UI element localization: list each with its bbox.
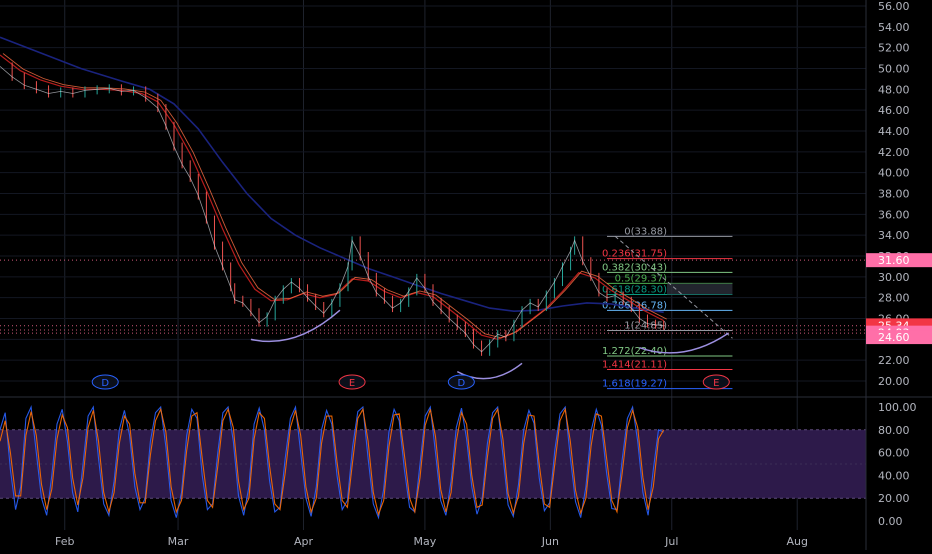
fib-level-label: 1(24.85) bbox=[624, 320, 667, 331]
wave-marker-label: E bbox=[713, 378, 719, 389]
stoch-d-line bbox=[0, 407, 665, 517]
oscillator-axis[interactable]: 100.00 80.00 60.00 40.00 20.00 0.00 bbox=[878, 401, 917, 528]
oscillator-tick-label: 80.00 bbox=[878, 424, 910, 437]
wave-marker-label: D bbox=[457, 378, 465, 389]
price-tick-label: 42.00 bbox=[878, 146, 910, 159]
fast-moving-average bbox=[2, 53, 667, 339]
fib-level-label: 0(33.88) bbox=[624, 226, 667, 237]
oscillator-panel bbox=[0, 404, 866, 520]
price-tick-label: 22.00 bbox=[878, 354, 910, 367]
x-tick-label: Jun bbox=[541, 535, 559, 548]
fib-level-label: 0.5(29.37) bbox=[615, 273, 667, 284]
pattern-arc bbox=[456, 362, 523, 380]
price-tick-label: 30.00 bbox=[878, 271, 910, 284]
wave-marker-label: E bbox=[349, 378, 355, 389]
fib-level-label: 0.618(28.30) bbox=[602, 285, 667, 296]
price-tick-label: 38.00 bbox=[878, 188, 910, 201]
price-tick-label: 50.00 bbox=[878, 63, 910, 76]
price-tick-label: 48.00 bbox=[878, 83, 910, 96]
short-moving-average bbox=[0, 54, 664, 340]
oscillator-tick-label: 40.00 bbox=[878, 469, 910, 482]
x-tick-label: Aug bbox=[786, 535, 807, 548]
x-tick-label: Jul bbox=[664, 535, 678, 548]
price-axis[interactable]: 56.00 54.00 52.00 50.00 48.00 46.00 44.00 42.00… bbox=[865, 0, 932, 550]
pattern-arc bbox=[250, 309, 341, 343]
long-moving-average bbox=[0, 36, 664, 314]
x-axis: Feb Mar Apr May Jun Jul Aug bbox=[55, 535, 808, 548]
price-tag bbox=[866, 253, 932, 268]
fib-zone bbox=[667, 283, 733, 295]
x-tick-label: Feb bbox=[55, 535, 74, 548]
oscillator-tick-label: 20.00 bbox=[878, 492, 910, 505]
wave-marker bbox=[91, 374, 119, 390]
price-tick-label: 46.00 bbox=[878, 104, 910, 117]
price-tag bbox=[866, 330, 932, 345]
wave-marker bbox=[702, 374, 730, 390]
oscillator-tick-label: 60.00 bbox=[878, 447, 910, 460]
price-line bbox=[0, 66, 664, 353]
price-tag-label: 31.60 bbox=[878, 254, 910, 267]
fib-level-label: 0.382(30.43) bbox=[602, 262, 667, 273]
price-panel: 0(33.88) 0.236(31.75) 0.382(30.43)0.5(29.3… bbox=[0, 0, 866, 530]
trend-line bbox=[614, 235, 733, 339]
price-tick-label: 34.00 bbox=[878, 229, 910, 242]
x-tick-label: Apr bbox=[294, 535, 314, 548]
fib-level-label: 1.618(19.27) bbox=[602, 379, 667, 390]
fib-level-label: 0.786(26.78) bbox=[602, 300, 667, 311]
price-tick-label: 52.00 bbox=[878, 42, 910, 55]
price-tick-label: 20.00 bbox=[878, 375, 910, 388]
price-tag-label: 24.60 bbox=[878, 331, 910, 344]
price-tick-label: 54.00 bbox=[878, 21, 910, 34]
wave-marker bbox=[338, 374, 366, 390]
price-tick-label: 44.00 bbox=[878, 125, 910, 138]
fib-level-label: 0.236(31.75) bbox=[602, 249, 667, 260]
x-tick-label: May bbox=[414, 535, 437, 548]
wave-marker-label: D bbox=[101, 378, 109, 389]
x-tick-label: Mar bbox=[168, 535, 189, 548]
fib-level-label: 1.272(22.40) bbox=[602, 346, 667, 357]
oscillator-tick-label: 0.00 bbox=[878, 515, 903, 528]
price-tick-label: 28.00 bbox=[878, 292, 910, 305]
fib-level-label: 1.414(21.11) bbox=[602, 359, 667, 370]
wave-marker bbox=[447, 374, 475, 390]
oscillator-tick-label: 100.00 bbox=[878, 401, 917, 414]
price-tick-label: 56.00 bbox=[878, 0, 910, 13]
price-tick-label: 40.00 bbox=[878, 167, 910, 180]
price-tick-label: 36.00 bbox=[878, 208, 910, 221]
pattern-arc bbox=[639, 332, 729, 354]
